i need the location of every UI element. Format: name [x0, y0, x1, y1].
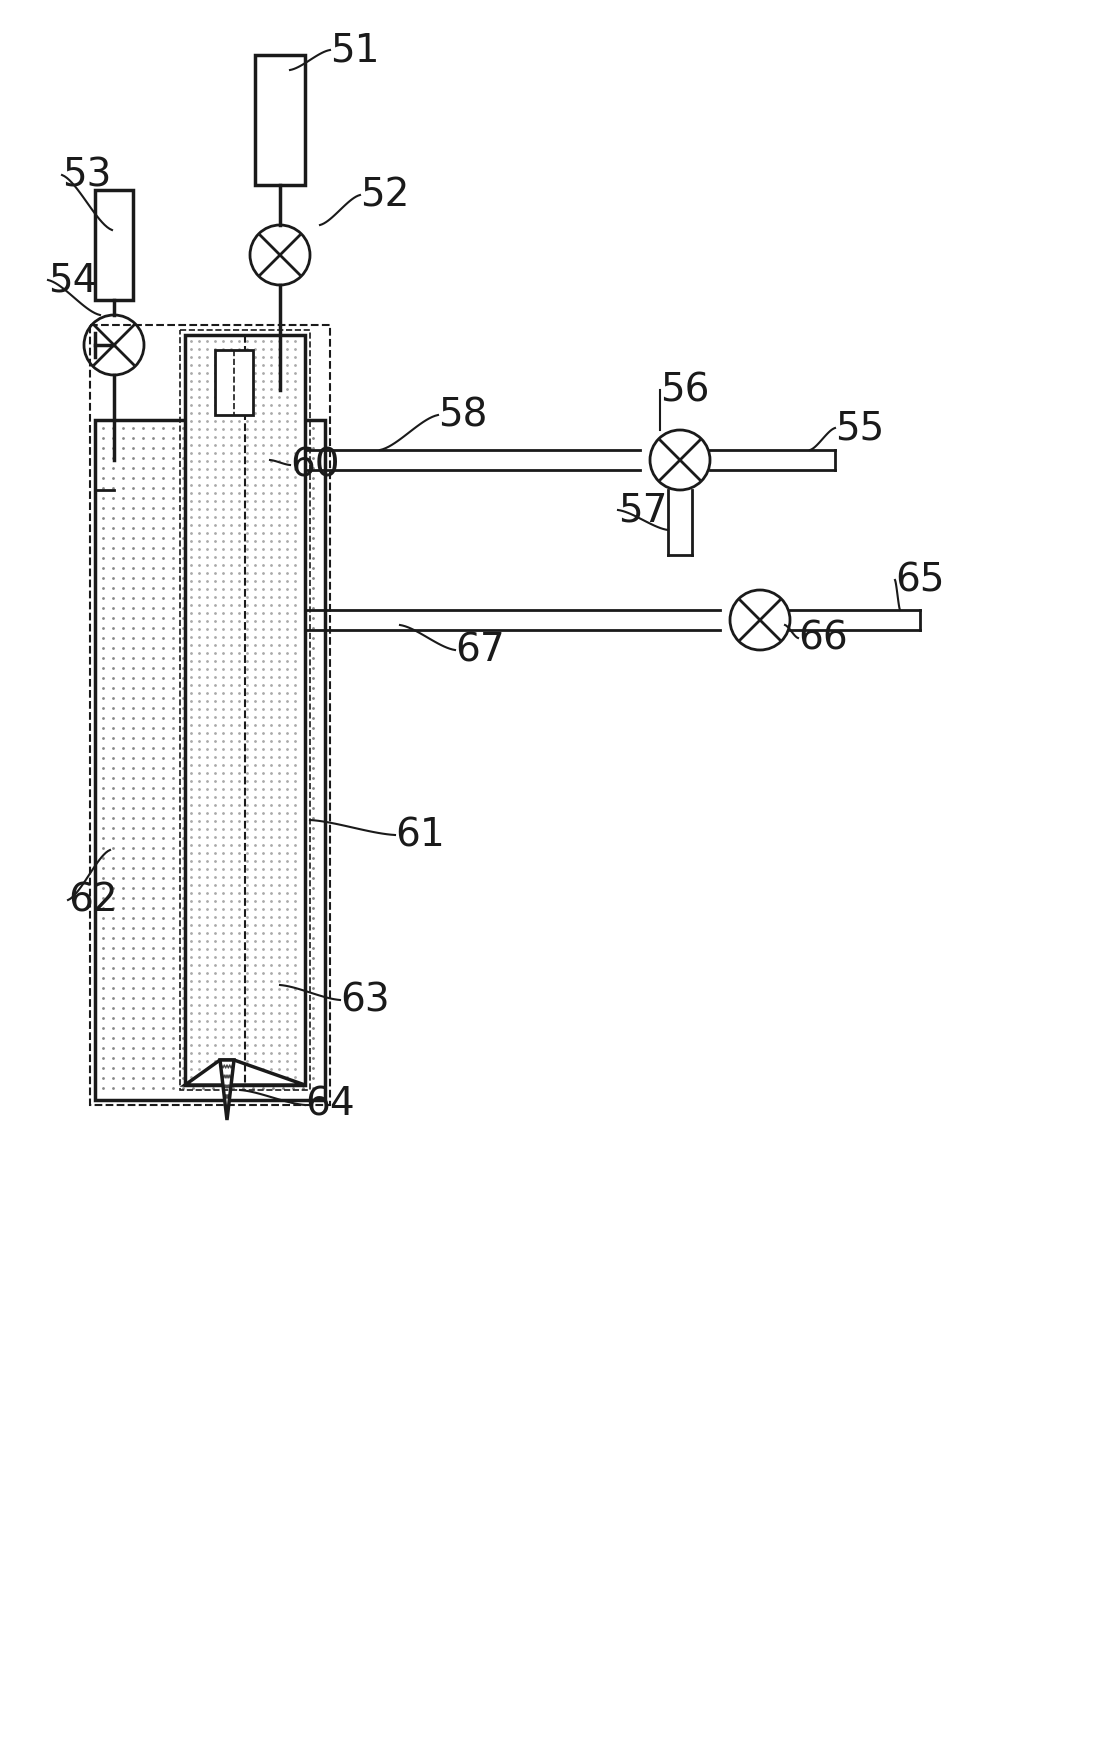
Text: 66: 66 [798, 620, 848, 656]
Text: 62: 62 [68, 881, 117, 920]
Text: 64: 64 [306, 1086, 354, 1123]
Text: 51: 51 [330, 32, 380, 68]
Text: 56: 56 [660, 370, 710, 409]
Bar [255, 54, 306, 184]
Text: 52: 52 [360, 176, 410, 214]
Polygon shape [185, 1060, 306, 1085]
Text: 60: 60 [290, 446, 340, 484]
Text: 53: 53 [62, 156, 112, 195]
Bar [185, 335, 306, 1085]
Text: 54: 54 [48, 261, 97, 298]
Text: 57: 57 [618, 491, 668, 528]
Text: 63: 63 [340, 981, 390, 1020]
Text: 65: 65 [894, 562, 944, 598]
Text: 58: 58 [438, 397, 487, 433]
Polygon shape [220, 1060, 234, 1120]
Bar [215, 349, 254, 414]
Bar [95, 190, 133, 300]
Bar [95, 419, 325, 1100]
Bar [90, 325, 330, 1106]
Text: 55: 55 [835, 409, 884, 448]
Bar [180, 330, 310, 1090]
Text: 61: 61 [395, 816, 445, 855]
Text: 67: 67 [455, 632, 505, 669]
